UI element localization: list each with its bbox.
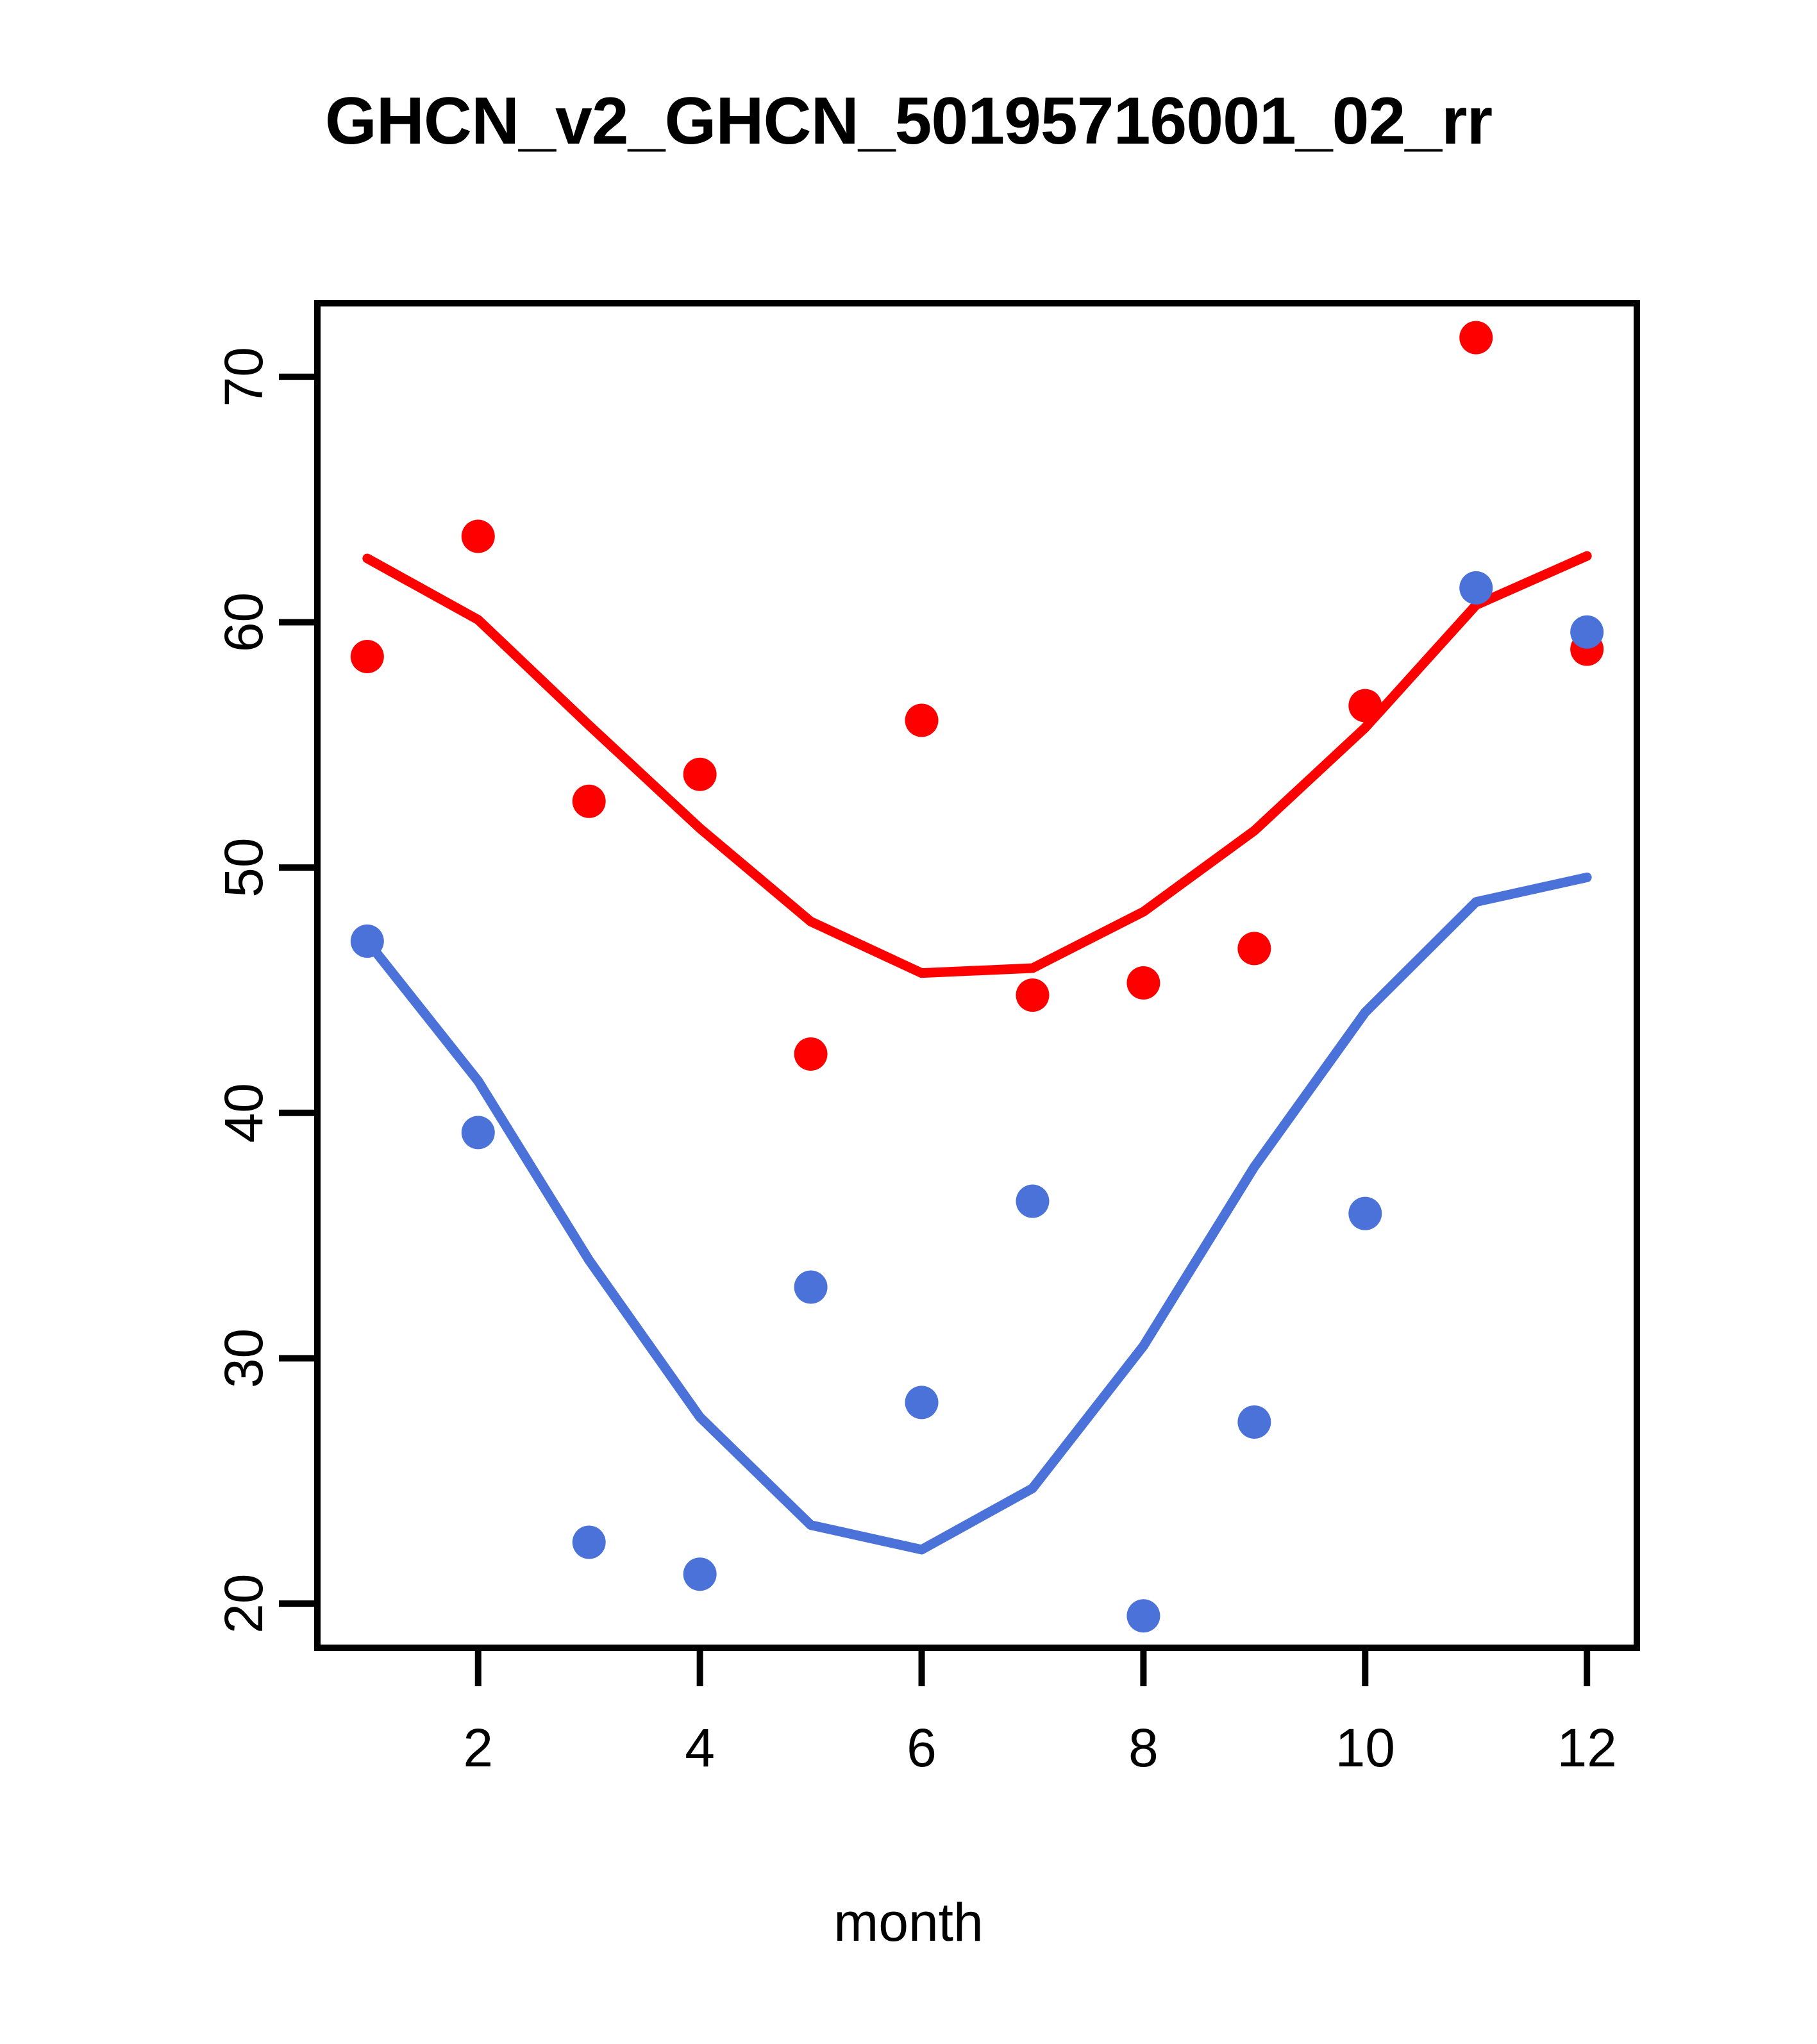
y-tick-label: 50 bbox=[214, 837, 274, 897]
data-point bbox=[572, 1525, 606, 1559]
y-tick-label: 20 bbox=[214, 1573, 274, 1633]
data-point bbox=[1459, 321, 1493, 355]
series-line-blue-line bbox=[362, 872, 1592, 1555]
data-point bbox=[683, 757, 717, 791]
data-point bbox=[905, 1386, 939, 1420]
series-points bbox=[350, 321, 1604, 1633]
data-point bbox=[905, 703, 939, 737]
series-points-blue-points bbox=[350, 571, 1604, 1633]
x-tick-label: 10 bbox=[1336, 1718, 1395, 1778]
data-point bbox=[1016, 978, 1050, 1012]
y-tick-label: 60 bbox=[214, 592, 274, 652]
data-point bbox=[1348, 1196, 1382, 1230]
data-point bbox=[461, 1116, 495, 1150]
data-point bbox=[1237, 932, 1271, 966]
x-tick-label: 12 bbox=[1557, 1718, 1616, 1778]
x-tick-label: 6 bbox=[907, 1718, 937, 1778]
x-tick-label: 8 bbox=[1128, 1718, 1159, 1778]
x-axis-title: month bbox=[833, 1892, 984, 1952]
y-axis-tick-labels: 20 30 40 50 60 70 bbox=[214, 347, 274, 1634]
data-point bbox=[1348, 689, 1382, 723]
chart-title: GHCN_v2_GHCN_50195716001_02_rr bbox=[324, 84, 1493, 158]
x-axis-ticks bbox=[474, 1648, 1591, 1686]
data-point bbox=[1237, 1405, 1271, 1439]
data-point bbox=[1459, 571, 1493, 605]
data-point bbox=[350, 924, 384, 958]
y-tick-label: 40 bbox=[214, 1083, 274, 1143]
data-point bbox=[1126, 1599, 1160, 1633]
data-point bbox=[794, 1270, 828, 1304]
data-point bbox=[572, 784, 606, 818]
data-point bbox=[1570, 615, 1604, 649]
y-tick-label: 70 bbox=[214, 347, 274, 406]
axis-box bbox=[314, 300, 1640, 1651]
series-line-red-line bbox=[362, 551, 1592, 978]
y-tick-label: 30 bbox=[214, 1328, 274, 1388]
data-point bbox=[461, 519, 495, 553]
data-point bbox=[683, 1557, 717, 1591]
data-point bbox=[1126, 966, 1160, 1000]
data-point bbox=[794, 1037, 828, 1071]
x-tick-label: 2 bbox=[463, 1718, 493, 1778]
series-lines bbox=[362, 551, 1592, 1555]
y-axis-ticks bbox=[279, 373, 317, 1607]
data-point bbox=[1016, 1184, 1050, 1218]
x-axis-tick-labels: 2 4 6 8 10 12 bbox=[463, 1718, 1616, 1778]
x-tick-label: 4 bbox=[685, 1718, 715, 1778]
series-points-red-points bbox=[350, 321, 1604, 1071]
data-point bbox=[350, 640, 384, 674]
